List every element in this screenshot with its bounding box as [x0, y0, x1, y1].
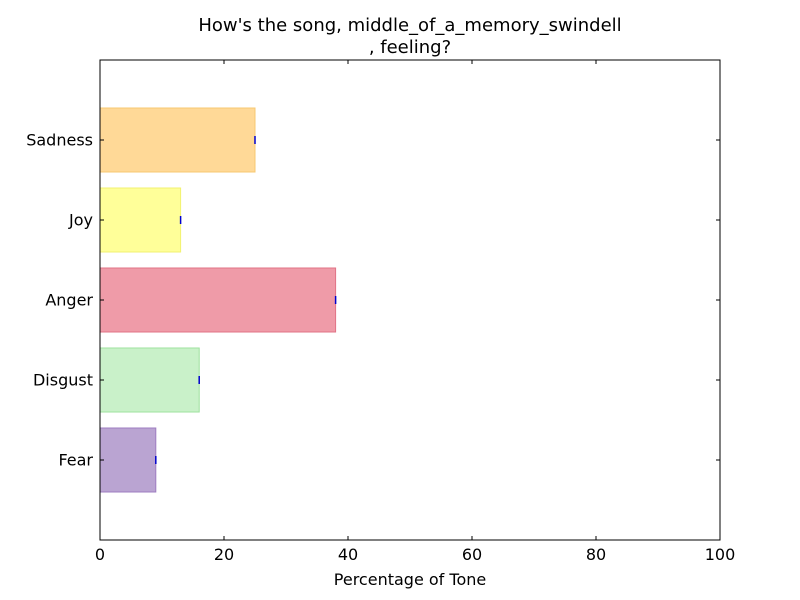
bars-layer	[99, 107, 337, 493]
ticks-layer: Fear Disgust Anger Joy Sadness 0 20 40 60 80 100	[26, 60, 735, 564]
y-tick-label-sadness: Sadness	[26, 131, 93, 150]
x-tick-label-20: 20	[214, 545, 234, 564]
chart-title-line-1: How's the song, middle_of_a_memory_swind…	[198, 15, 621, 36]
bar-sadness	[99, 107, 256, 173]
bar-disgust	[99, 347, 200, 413]
bar-anger	[99, 267, 337, 333]
x-tick-label-0: 0	[95, 545, 105, 564]
x-axis-label: Percentage of Tone	[334, 570, 486, 589]
x-tick-label-80: 80	[586, 545, 606, 564]
x-tick-label-40: 40	[338, 545, 358, 564]
chart-title-line-2: , feeling?	[369, 37, 451, 58]
bar-joy	[99, 187, 182, 253]
x-tick-label-60: 60	[462, 545, 482, 564]
x-tick-label-100: 100	[705, 545, 736, 564]
y-tick-label-fear: Fear	[58, 451, 93, 470]
bar-fear	[99, 427, 157, 493]
plot-frame	[99, 59, 721, 541]
y-tick-label-joy: Joy	[68, 211, 93, 230]
y-tick-label-anger: Anger	[45, 291, 93, 310]
y-tick-label-disgust: Disgust	[33, 371, 93, 390]
error-markers-layer	[155, 136, 337, 464]
